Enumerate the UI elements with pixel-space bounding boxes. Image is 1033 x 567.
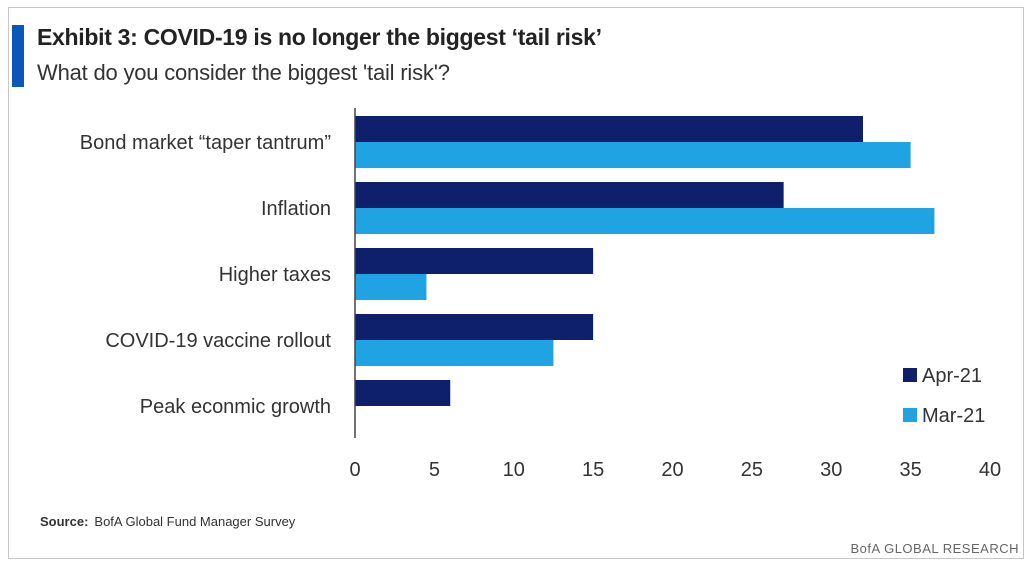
bar-apr-21-1 [355,182,784,208]
category-label: Inflation [261,198,331,220]
category-label: Peak econmic growth [140,396,331,418]
source-text: BofA Global Fund Manager Survey [94,514,296,529]
category-label: COVID-19 vaccine rollout [105,330,331,352]
x-tick-label: 0 [349,459,360,481]
x-tick-label: 10 [503,459,525,481]
bar-mar-21-2 [355,274,427,300]
bar-mar-21-0 [355,142,911,168]
legend-label-apr-21: Apr-21 [922,365,982,387]
x-tick-label: 25 [741,459,763,481]
x-tick-label: 40 [979,459,1001,481]
bar-apr-21-2 [355,248,594,274]
x-tick-label: 15 [582,459,604,481]
source-note: Source: BofA Global Fund Manager Survey [40,514,295,529]
legend-swatch-apr-21 [903,368,917,382]
chart-frame [8,7,1024,559]
bar-apr-21-3 [355,314,594,340]
category-label: Higher taxes [219,264,331,286]
x-tick-label: 35 [900,459,922,481]
bar-mar-21-3 [355,340,554,366]
title-accent-bar [12,25,24,87]
category-label: Bond market “taper tantrum” [80,132,331,154]
source-label: Source: [40,514,89,529]
chart-title: Exhibit 3: COVID-19 is no longer the big… [37,24,602,50]
x-tick-label: 5 [429,459,440,481]
brand-label: BofA GLOBAL RESEARCH [850,541,1019,556]
legend-label-mar-21: Mar-21 [922,405,985,427]
bar-apr-21-0 [355,116,863,142]
chart-subtitle: What do you consider the biggest 'tail r… [37,60,450,85]
bar-apr-21-4 [355,380,451,406]
x-tick-label: 30 [820,459,842,481]
bar-mar-21-1 [355,208,935,234]
x-tick-label: 20 [661,459,683,481]
legend-swatch-mar-21 [903,408,917,422]
